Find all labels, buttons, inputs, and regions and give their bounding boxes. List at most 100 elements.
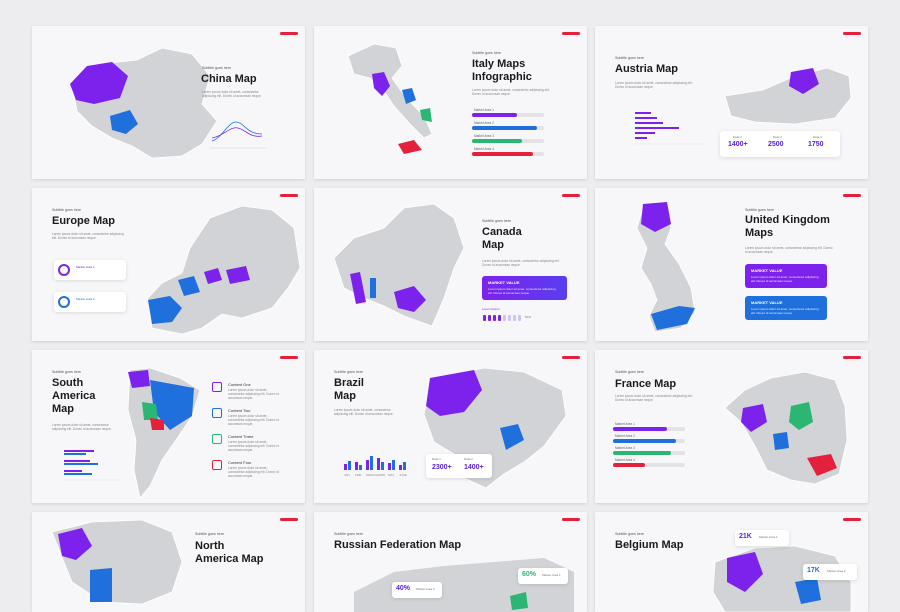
box-heading: MARKET VALUE <box>751 268 783 273</box>
canada-map-graphic <box>333 203 465 327</box>
person-icon <box>483 315 486 321</box>
slide-tag <box>562 518 580 521</box>
card-label: Market Area 2 <box>76 297 95 301</box>
progress-fill <box>613 439 677 443</box>
market-value-box: MARKET VALUE Lorem ipsum dolor sit amet,… <box>482 276 567 300</box>
progress-track <box>613 439 685 443</box>
bar-chart <box>635 112 705 145</box>
bar <box>388 463 391 470</box>
person-icon <box>503 315 506 321</box>
subtitle: Subtitle goes here <box>482 219 511 223</box>
body-text: Lorem ipsum dolor sit amet, consectetur … <box>202 90 262 99</box>
card-label: Market Area 1 <box>76 265 95 269</box>
slide-austria-map[interactable]: Subtitle goes here Austria Map Lorem ips… <box>595 26 868 179</box>
page-title: Canada Map <box>482 226 522 251</box>
slide-tag <box>280 194 298 197</box>
subtitle: Subtitle goes here <box>615 56 644 60</box>
box-heading: MARKET VALUE <box>751 300 783 305</box>
tick-label: APRIL <box>377 473 386 477</box>
subtitle: Subtitle goes here <box>195 532 224 536</box>
progress-track <box>613 451 685 455</box>
progress-fill <box>472 113 517 117</box>
bar <box>381 462 384 470</box>
slide-south-america-map[interactable]: Subtitle goes here South America Map Lor… <box>32 350 305 503</box>
slide-brazil-map[interactable]: Subtitle goes here Brazil Map Lorem ipsu… <box>314 350 587 503</box>
slide-france-map[interactable]: Subtitle goes here France Map Lorem ipsu… <box>595 350 868 503</box>
slide-uk-map[interactable]: Subtitle goes here United Kingdom Maps L… <box>595 188 868 341</box>
market-value-box-1: MARKET VALUE Lorem ipsum dolor sit amet,… <box>745 264 827 288</box>
austria-map-graphic <box>724 67 852 125</box>
bar <box>370 456 373 470</box>
slide-tag <box>562 194 580 197</box>
box-text: Lorem ipsum dolor sit amet, consectetur … <box>751 307 819 315</box>
bar-label: Market Area 2 <box>615 434 635 438</box>
page-title: China Map <box>201 73 257 85</box>
body-text: Lorem ipsum dolor sit amet, consectetur … <box>334 408 394 417</box>
tick-label: JAN <box>344 473 350 477</box>
item-icon <box>212 460 222 470</box>
bar <box>392 460 395 470</box>
slide-china-map[interactable]: Subtitle goes here China Map Lorem ipsum… <box>32 26 305 179</box>
stat-value: 2500 <box>768 141 784 148</box>
slide-tag <box>562 356 580 359</box>
page-title: Belgium Map <box>615 539 684 551</box>
slide-europe-map[interactable]: Subtitle goes here Europe Map Lorem ipsu… <box>32 188 305 341</box>
bar-label: Market Area 3 <box>474 134 494 138</box>
slide-belgium-map[interactable]: Subtitle goes here Belgium Map 21K Marke… <box>595 512 868 612</box>
item-label: Content Three <box>228 434 254 439</box>
person-icon <box>508 315 511 321</box>
stat-card-1: 40% Market Area 2 <box>392 582 442 598</box>
subtitle: Subtitle goes here <box>52 370 81 374</box>
progress-track <box>613 463 685 467</box>
bar-label: Market Area 1 <box>474 108 494 112</box>
item-icon <box>212 382 222 392</box>
europe-map-graphic <box>147 205 301 335</box>
bar-label: Market Area 3 <box>615 446 635 450</box>
progress-fill <box>613 451 671 455</box>
box-text: Lorem ipsum dolor sit amet, consectetur … <box>488 287 556 295</box>
page-title: South America Map <box>52 377 96 415</box>
progress-track <box>613 427 685 431</box>
bar-chart: JAN FEB MARCH APRIL MAY JUNE <box>344 456 407 477</box>
tick-label: FEB <box>355 473 361 477</box>
subtitle: Subtitle goes here <box>334 370 363 374</box>
stat-value: 40% <box>396 585 411 592</box>
uk-map-graphic <box>636 202 696 333</box>
page-title: Brazil Map <box>334 377 364 402</box>
slide-tag <box>843 32 861 35</box>
slide-italy-map[interactable]: Subtitle goes here Italy Maps Infographi… <box>314 26 587 179</box>
stat-value: 1400+ <box>728 141 748 148</box>
slide-tag <box>843 194 861 197</box>
footer-label: Lorem Ipsum <box>482 307 500 311</box>
slide-russia-map[interactable]: Subtitle goes here Russian Federation Ma… <box>314 512 587 612</box>
belgium-map-graphic <box>712 545 852 612</box>
italy-map-graphic <box>347 43 433 154</box>
stat-label: Market Area 1 <box>759 535 778 539</box>
progress-track <box>472 113 544 117</box>
slide-tag <box>280 32 298 35</box>
slide-north-america-map[interactable]: Subtitle goes here North America Map <box>32 512 305 612</box>
subtitle: Subtitle goes here <box>334 532 363 536</box>
subtitle: Subtitle goes here <box>615 532 644 536</box>
south-america-map-graphic <box>127 367 201 499</box>
percentage: 50% <box>525 315 532 319</box>
region-sichuan <box>110 110 138 134</box>
subtitle: Subtitle goes here <box>615 370 644 374</box>
market-area-card-1[interactable]: Market Area 1 <box>54 260 126 280</box>
item-label: Content Two <box>228 408 251 413</box>
person-icon <box>493 315 496 321</box>
progress-fill <box>613 427 667 431</box>
tick-label: JUNE <box>399 473 407 477</box>
page-title: Italy Maps Infographic <box>472 58 532 83</box>
tick-label: MAY <box>388 473 394 477</box>
body-text: Lorem ipsum dolor sit amet, consectetur … <box>615 394 693 403</box>
russia-map-graphic <box>354 558 574 612</box>
progress-fill <box>472 139 523 143</box>
slide-canada-map[interactable]: Subtitle goes here Canada Map Lorem ipsu… <box>314 188 587 341</box>
bar-label: Market Area 1 <box>615 422 635 426</box>
market-area-card-2[interactable]: Market Area 2 <box>54 292 126 312</box>
progress-track <box>472 152 544 156</box>
stat-value: 21K <box>739 533 752 540</box>
stat-label: Market Area 2 <box>416 587 435 591</box>
slide-tag <box>280 518 298 521</box>
